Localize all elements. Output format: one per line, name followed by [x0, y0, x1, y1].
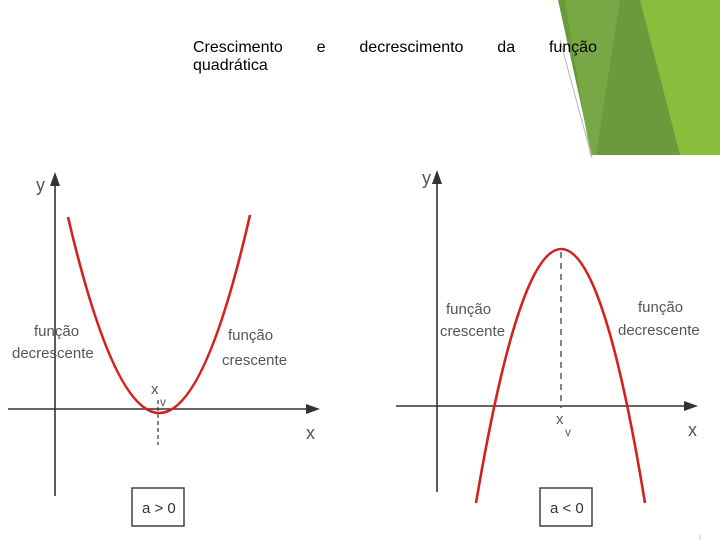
title-word-2: e: [316, 39, 326, 56]
graph-upward-parabola: y x x v função decrescente função cresce…: [0, 160, 330, 535]
right-region-label-line1: função: [638, 299, 683, 316]
y-axis-arrow-icon: [432, 170, 442, 184]
condition-label: a > 0: [142, 500, 176, 517]
graph-right-svg: y x x v função crescente função decresce…: [396, 168, 700, 527]
title-line-1: Crescimento e decrescimento da função: [193, 39, 597, 57]
graph-downward-parabola: y x x v função crescente função decresce…: [390, 158, 710, 535]
condition-box: [539, 487, 593, 527]
right-region-label-line1: função: [228, 327, 273, 344]
left-region-label-line2: decrescente: [12, 345, 94, 362]
x-axis-label: x: [688, 420, 697, 440]
condition-label: a < 0: [550, 500, 584, 517]
parabola-curve: [474, 247, 647, 504]
title-word-1: Crescimento: [193, 39, 283, 56]
title-line-2: quadrática: [193, 57, 268, 74]
x-axis-arrow-icon: [306, 404, 320, 414]
title-word-4: da: [497, 39, 516, 56]
left-region-label-line1: função: [446, 301, 491, 318]
right-region-label-line2: crescente: [222, 352, 287, 369]
graph-left-svg: y x x v função decrescente função cresce…: [8, 172, 320, 527]
parabola-curve: [66, 214, 252, 415]
left-region-label-line2: crescente: [440, 323, 505, 340]
slide-title: Crescimento e decrescimento da função qu…: [193, 39, 597, 75]
left-region-label-line1: função: [34, 323, 79, 340]
y-axis-arrow-icon: [50, 172, 60, 186]
title-word-5: função: [548, 39, 597, 56]
right-region-label-line2: decrescente: [618, 322, 700, 339]
vertex-label: x: [151, 381, 159, 398]
title-word-3: decrescimento: [359, 39, 464, 56]
x-axis-arrow-icon: [684, 401, 698, 411]
x-axis-label: x: [306, 423, 315, 443]
vertex-label: x: [556, 411, 564, 428]
condition-box: [131, 487, 185, 527]
y-axis-label: y: [36, 175, 45, 195]
vertex-subscript: v: [160, 395, 166, 409]
vertex-subscript: v: [565, 425, 571, 439]
y-axis-label: y: [422, 168, 431, 188]
